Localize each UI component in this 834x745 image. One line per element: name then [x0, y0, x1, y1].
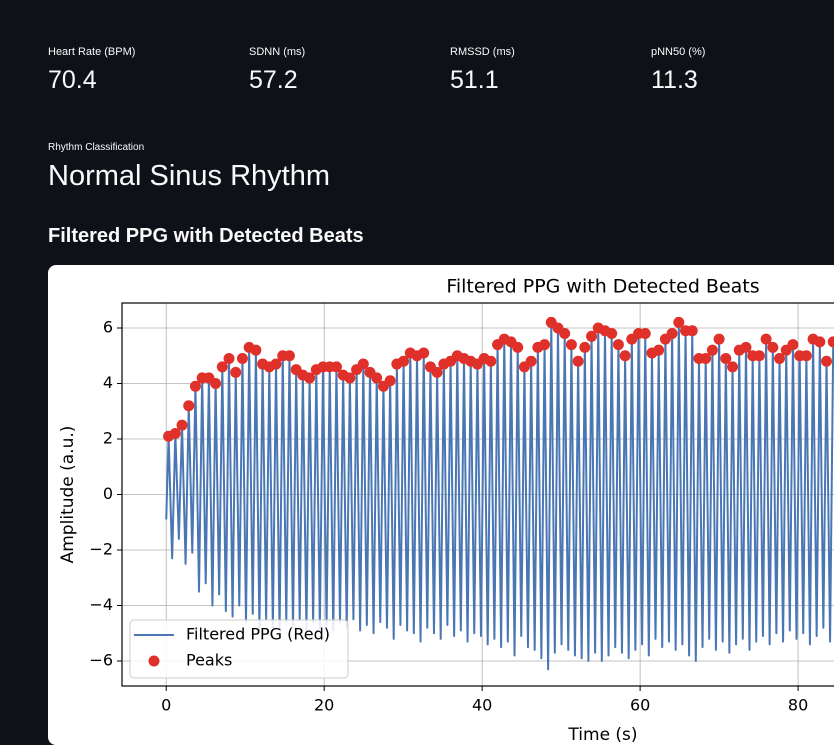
peak-marker	[666, 328, 678, 340]
peak-marker	[176, 419, 188, 431]
peak-marker	[230, 366, 242, 378]
y-tick-label: −4	[89, 595, 113, 614]
rhythm-label: Rhythm Classification	[48, 142, 145, 153]
peak-marker	[183, 400, 195, 412]
metric-label: SDNN (ms)	[249, 46, 306, 58]
peak-marker	[431, 366, 443, 378]
peak-marker	[800, 350, 812, 362]
metric-value: 70.4	[48, 66, 97, 94]
peak-marker	[344, 372, 356, 384]
peak-marker	[586, 330, 598, 342]
metric-value: 57.2	[249, 66, 298, 94]
peak-marker	[304, 372, 316, 384]
x-tick-label: 40	[472, 696, 492, 715]
rhythm-value: Normal Sinus Rhythm	[48, 160, 331, 192]
peak-marker	[774, 353, 786, 365]
peak-marker	[236, 353, 248, 365]
y-tick-label: −6	[89, 651, 113, 670]
x-tick-label: 20	[314, 696, 334, 715]
peak-marker	[512, 341, 524, 353]
peak-marker	[686, 325, 698, 337]
metric-label: pNN50 (%)	[651, 46, 706, 58]
y-tick-label: 0	[103, 484, 113, 503]
x-tick-label: 0	[161, 696, 171, 715]
peak-marker	[330, 361, 342, 373]
peak-marker	[727, 361, 739, 373]
peak-marker	[223, 353, 235, 365]
peak-marker	[559, 328, 571, 340]
peak-marker	[821, 355, 833, 367]
peak-marker	[384, 375, 396, 387]
x-axis-label: Time (s)	[567, 725, 637, 745]
y-tick-label: 6	[103, 317, 113, 336]
peak-marker	[639, 328, 651, 340]
peak-marker	[371, 372, 383, 384]
peak-marker	[250, 344, 262, 356]
legend-swatch	[148, 655, 160, 667]
peak-marker	[169, 427, 181, 439]
peak-marker	[619, 350, 631, 362]
peak-marker	[283, 350, 295, 362]
peak-marker	[565, 339, 577, 351]
peak-marker	[814, 336, 826, 348]
peak-marker	[706, 344, 718, 356]
peak-marker	[787, 339, 799, 351]
metric-value: 11.3	[651, 66, 698, 94]
peak-marker	[270, 358, 282, 370]
plot-frame	[121, 302, 834, 687]
chart-title: Filtered PPG with Detected Beats	[446, 276, 759, 298]
peak-marker	[713, 333, 725, 345]
peak-marker	[357, 358, 369, 370]
peak-marker	[189, 380, 201, 392]
peak-marker	[760, 333, 772, 345]
peak-marker	[753, 350, 765, 362]
peak-marker	[398, 355, 410, 367]
peak-marker	[606, 328, 618, 340]
peak-marker	[653, 344, 665, 356]
y-tick-label: −2	[89, 540, 113, 559]
peak-marker	[525, 355, 537, 367]
peak-marker	[572, 355, 584, 367]
peak-marker	[720, 353, 732, 365]
y-tick-label: 2	[103, 428, 113, 447]
metric-label: RMSSD (ms)	[450, 46, 515, 58]
peak-marker	[579, 341, 591, 353]
legend-label: Peaks	[186, 651, 232, 670]
y-tick-label: 4	[103, 373, 113, 392]
legend-label: Filtered PPG (Red)	[186, 625, 330, 644]
peak-marker	[673, 316, 685, 328]
peak-marker	[418, 347, 430, 359]
x-tick-label: 80	[788, 696, 808, 715]
legend-box	[129, 619, 349, 679]
peak-marker	[612, 339, 624, 351]
metric-label: Heart Rate (BPM)	[48, 46, 136, 58]
y-axis-label: Amplitude (a.u.)	[58, 426, 78, 564]
peak-marker	[485, 355, 497, 367]
peak-marker	[827, 336, 834, 348]
peak-marker	[767, 341, 779, 353]
metric-value: 51.1	[450, 66, 499, 94]
signal-line	[165, 321, 834, 671]
peak-marker	[210, 377, 222, 389]
peak-marker	[700, 353, 712, 365]
peak-marker	[740, 341, 752, 353]
peak-marker	[539, 339, 551, 351]
section-title: Filtered PPG with Detected Beats	[48, 225, 364, 247]
peak-marker	[216, 361, 228, 373]
chart-card: Filtered PPG with Detected Beats 0 20 40 60 8…	[48, 265, 834, 745]
x-tick-label: 60	[630, 696, 650, 715]
